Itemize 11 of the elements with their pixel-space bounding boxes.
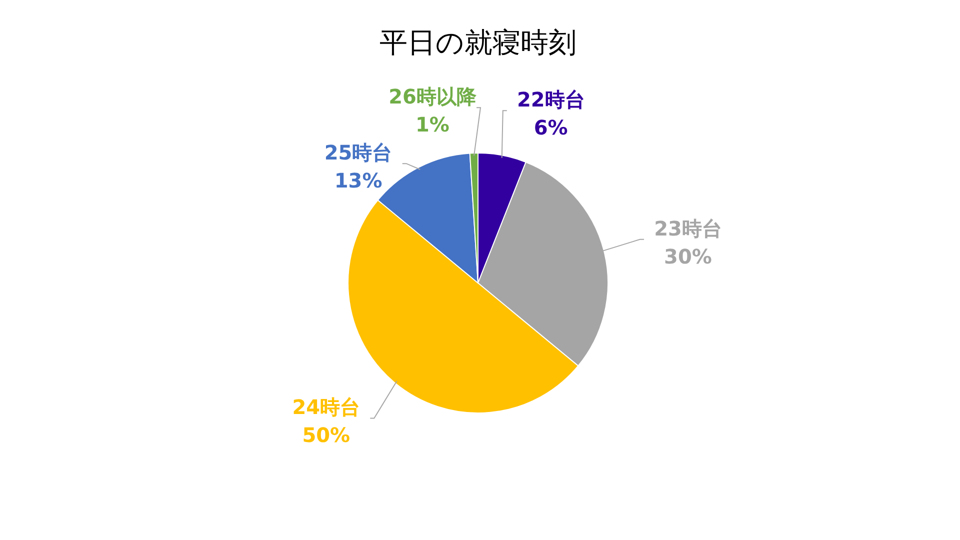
slice-label: 26時以降	[388, 84, 478, 109]
slice-label: 23時台	[654, 216, 722, 240]
data-label: 50%	[302, 423, 350, 448]
data-label: 13%	[334, 168, 382, 193]
data-label: 1%	[416, 112, 450, 137]
slice-label: 22時台	[516, 88, 585, 112]
data-label: 6%	[534, 116, 568, 140]
slice-label: 25時台	[324, 140, 392, 165]
slice-label: 24時台	[292, 395, 360, 420]
data-label: 30%	[664, 244, 712, 268]
chart-title: 平日の就寝時刻	[380, 26, 576, 59]
